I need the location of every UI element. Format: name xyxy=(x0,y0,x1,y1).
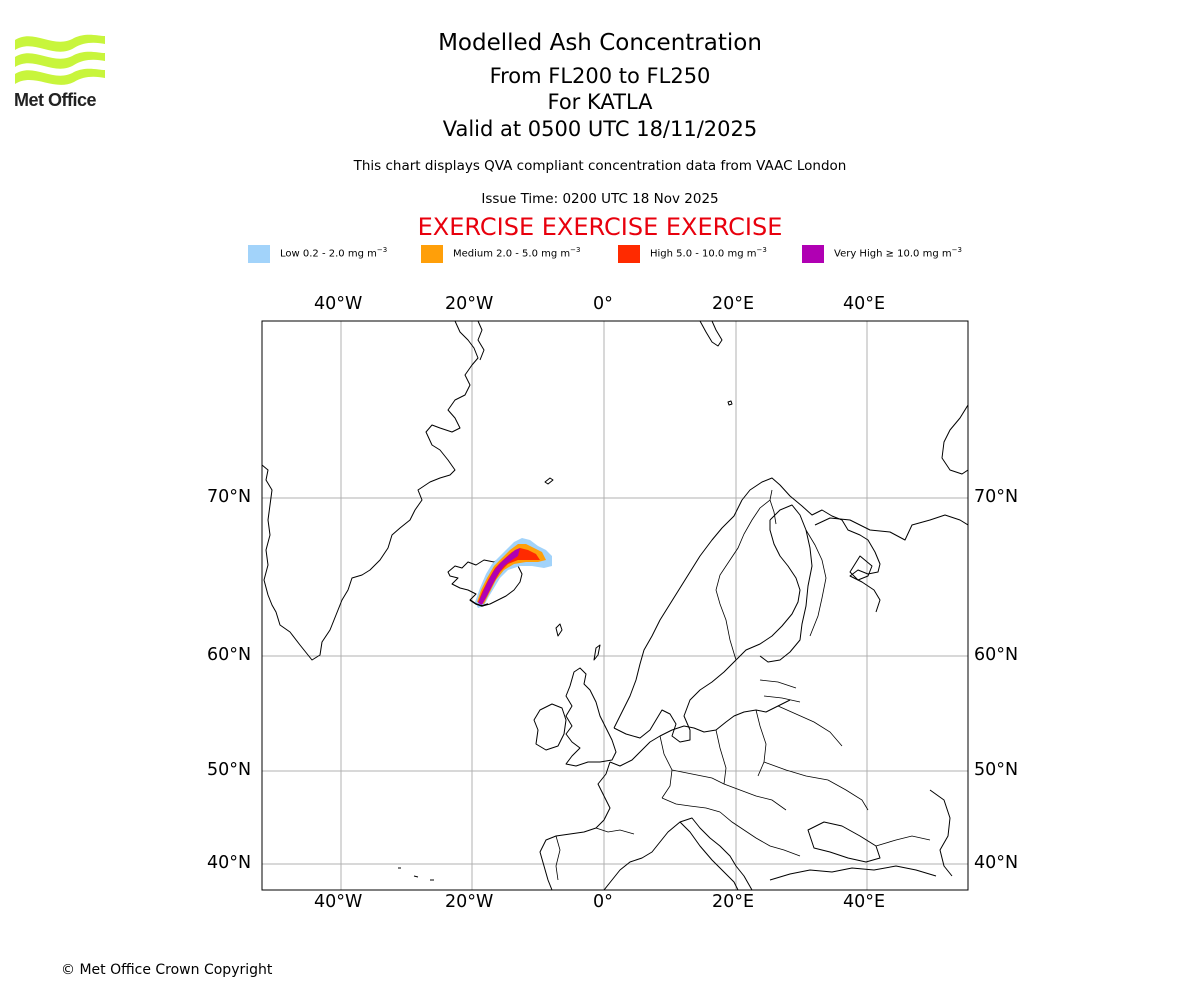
scandinavia-coast xyxy=(613,477,881,729)
legend-swatch-high xyxy=(618,245,640,263)
volcano-name: For KATLA xyxy=(547,90,653,114)
legend-swatch-low xyxy=(248,245,270,263)
lon-label-bottom-40e: 40°E xyxy=(843,892,886,912)
border-france-germany xyxy=(659,735,673,799)
lon-label-top-0: 0° xyxy=(593,294,613,314)
map-content xyxy=(262,321,968,890)
chart-title: Modelled Ash Concentration xyxy=(438,30,762,56)
copyright-notice: © Met Office Crown Copyright xyxy=(61,962,273,978)
logo-text: Met Office xyxy=(14,90,97,110)
lon-label-top-40w: 40°W xyxy=(314,294,363,314)
border-sweden-finland xyxy=(769,499,777,525)
lon-label-top-20e: 20°E xyxy=(712,294,755,314)
lon-label-top-20w: 20°W xyxy=(445,294,494,314)
lat-label-left-50n: 50°N xyxy=(207,760,252,780)
lon-label-bottom-0: 0° xyxy=(593,892,613,912)
faroe-coast xyxy=(555,623,563,637)
europe-coast xyxy=(609,699,791,767)
flight-levels: From FL200 to FL250 xyxy=(489,64,711,88)
turkey-coast xyxy=(769,865,937,881)
lat-label-left-60n: 60°N xyxy=(207,645,252,665)
finland-coast xyxy=(759,504,813,663)
ireland-coast xyxy=(533,703,567,751)
svalbard-coast xyxy=(699,321,723,347)
azores-coast xyxy=(398,867,434,881)
issue-time: Issue Time: 0200 UTC 18 Nov 2025 xyxy=(481,191,719,207)
jan-mayen-coast xyxy=(544,477,554,485)
iceland-coast xyxy=(447,557,523,607)
border-belarus xyxy=(777,705,843,747)
gridlines xyxy=(262,321,968,890)
coastlines xyxy=(262,321,968,890)
lat-label-left-70n: 70°N xyxy=(207,487,252,507)
lon-label-top-40e: 40°E xyxy=(843,294,886,314)
exercise-banner: EXERCISE EXERCISE EXERCISE xyxy=(417,213,783,241)
border-alps xyxy=(661,797,721,813)
greenland-east-inlet xyxy=(477,321,485,361)
lat-label-right-40n: 40°N xyxy=(974,853,1019,873)
legend-label-low: Low 0.2 - 2.0 mg m−3 xyxy=(280,246,388,260)
kola-coast xyxy=(814,514,968,541)
great-britain-coast xyxy=(565,667,617,767)
met-office-waves-icon xyxy=(15,34,105,85)
lat-label-right-60n: 60°N xyxy=(974,645,1019,665)
border-ukraine xyxy=(763,761,869,811)
lon-label-bottom-20w: 20°W xyxy=(445,892,494,912)
border-finland-russia xyxy=(805,529,827,637)
italy-coast xyxy=(679,821,739,890)
border-balkans xyxy=(719,811,801,857)
black-sea-coast xyxy=(807,821,881,863)
shetland-coast xyxy=(593,644,601,661)
border-central xyxy=(671,769,787,811)
valid-time: Valid at 0500 UTC 18/11/2025 xyxy=(442,117,758,141)
chart-description: This chart displays QVA compliant concen… xyxy=(353,158,847,174)
lat-label-right-50n: 50°N xyxy=(974,760,1019,780)
ash-plume xyxy=(475,538,552,608)
lon-label-bottom-40w: 40°W xyxy=(314,892,363,912)
legend-swatch-very-high xyxy=(802,245,824,263)
legend-label-medium: Medium 2.0 - 5.0 mg m−3 xyxy=(453,246,581,260)
border-spain-portugal xyxy=(555,835,561,881)
border-poland-east xyxy=(755,709,767,777)
lat-label-right-70n: 70°N xyxy=(974,487,1019,507)
france-iberia-coast xyxy=(539,761,611,890)
ash-very-high xyxy=(478,548,520,605)
met-office-logo: Met Office xyxy=(14,30,109,112)
border-norway-sweden xyxy=(715,489,773,661)
legend-label-high: High 5.0 - 10.0 mg m−3 xyxy=(650,246,767,260)
bear-island-coast xyxy=(727,400,733,406)
border-russia-caucasus xyxy=(875,835,931,847)
border-baltics xyxy=(759,679,801,703)
legend-swatch-medium xyxy=(421,245,443,263)
legend-label-very-high: Very High ≥ 10.0 mg m−3 xyxy=(834,246,962,260)
novaya-zemlya-coast xyxy=(941,404,968,475)
border-france-spain xyxy=(595,827,635,835)
greenland-coast xyxy=(262,321,479,661)
lat-label-left-40n: 40°N xyxy=(207,853,252,873)
baltic-coast xyxy=(735,520,801,661)
border-germany-poland xyxy=(715,729,727,785)
norway-south-coast xyxy=(613,659,737,743)
white-sea-coast xyxy=(849,555,873,581)
caspian-coast xyxy=(929,789,953,877)
mediterranean-coast xyxy=(603,817,753,890)
lon-label-bottom-20e: 20°E xyxy=(712,892,755,912)
iceland-south-coast xyxy=(469,599,489,607)
map-frame xyxy=(261,320,969,891)
country-borders xyxy=(555,489,931,881)
